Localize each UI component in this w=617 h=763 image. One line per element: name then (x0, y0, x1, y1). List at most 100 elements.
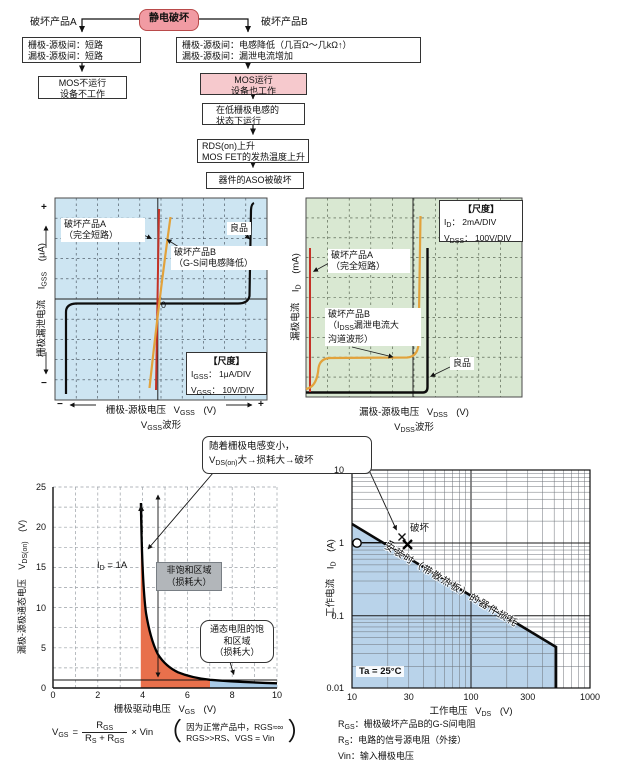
fraction: RGS RS + RGS (82, 720, 128, 745)
tick-label: 30 (403, 692, 414, 702)
val: ： 10V/DIV (211, 385, 254, 395)
tick-label: 20 (35, 522, 46, 533)
label-line: 通态电阻的饱 (209, 624, 264, 634)
sub: D (295, 284, 303, 290)
tick-label: 25 (35, 482, 46, 492)
sub: GSS (41, 271, 49, 287)
scope-right-product-b-label: 破坏产品B （IDSS漏泄电流大 沟道波形） (325, 308, 421, 346)
denominator: RS + RGS (82, 733, 127, 745)
sym: R (107, 733, 115, 744)
close-paren: ） (287, 718, 313, 746)
aso-log-grid (352, 470, 590, 688)
text: 漏泄电流大 (353, 320, 399, 330)
unsaturated-region-fill (140, 506, 210, 688)
label-line: 破坏产品B (328, 309, 371, 319)
tick-label: 4 (140, 690, 146, 700)
unsaturated-region-label: 非饱和区域 （损耗大） (156, 562, 222, 591)
scope-right-waveform-label: VDSS波形 (306, 419, 522, 434)
sym: I (36, 286, 48, 290)
aso-y-axis-label: 工作电流 ID (A) (323, 539, 338, 617)
box-b2: MOS运行 设备也工作 (200, 73, 307, 96)
sub: D (330, 561, 338, 567)
damage-x-marks (398, 533, 413, 550)
label-line: （G-S间电感降低） (174, 258, 254, 268)
val: ： 100V/DIV (464, 233, 512, 243)
sym: V (191, 385, 197, 395)
sub: GS (344, 724, 355, 731)
vdson-x-axis-label: 栅极驱动电压 VGS (V) (53, 701, 277, 716)
legend-row: RS：电路的信号源电阻（外接） (338, 734, 476, 750)
sub: GSS (196, 390, 212, 397)
box-b4-line2: MOS FET的发热温度上升 (202, 152, 305, 162)
branch-b-label: 破坏产品B (261, 17, 308, 28)
callout-line2: VDS(on)大→损耗大→破坏 (209, 454, 365, 471)
sub: DSS (433, 412, 448, 419)
sub: DS (481, 711, 492, 718)
label-line: 破坏产品A (64, 219, 107, 229)
scope-left-good-label: 良品 (227, 222, 252, 235)
label-line: （完全短路） (331, 261, 386, 271)
sub: D (446, 221, 452, 229)
connector-esd-to-b (197, 18, 251, 33)
vdson-curve (139, 502, 278, 685)
damage-label: 破坏 (410, 523, 430, 534)
sym: V (140, 420, 148, 431)
val: = 1A (104, 560, 128, 571)
scope-right-annotation-arrows (313, 262, 451, 377)
sym: V (178, 704, 185, 715)
tick-label: 300 (520, 692, 536, 702)
scale-line: IGSS： 1μA/DIV (191, 368, 262, 385)
text: ：栅极破坏产品B的G-S间电阻 (354, 719, 476, 729)
label-line: （完全短路） (64, 230, 119, 240)
product-a-trace (155, 208, 160, 391)
legend-row: Vin：输入栅极电压 (338, 750, 476, 763)
vdson-y-axis-label: 漏极-源极通态电压 VDS(on) (V) (15, 520, 29, 654)
product-b-trace (305, 215, 422, 391)
sub: GS (184, 709, 195, 716)
vgs-formula: VGS = RGS RS + RGS × Vin （ 因为正常产品中，RGS≈∞… (52, 718, 313, 746)
scope-left-waveform-label: VGSS波形 (55, 417, 267, 432)
sym: R (85, 733, 92, 744)
equals: = (72, 727, 79, 738)
sym: V (173, 405, 181, 416)
text: 波形 (162, 420, 182, 431)
scope-left-product-b-label: 破坏产品B （G-S间电感降低） (171, 246, 275, 270)
tick-label: 10 (271, 690, 282, 700)
sym: V (209, 454, 216, 466)
tick-label: 15 (35, 562, 46, 573)
tick-label: 6 (184, 690, 190, 700)
scope-right-x-axis-label: 漏极-源极电压 VDSS (V) (306, 404, 522, 419)
y-label-text: 栅极漏泄电流 (36, 299, 48, 357)
text: ：输入栅极电压 (350, 751, 414, 761)
esd-damage-root-box: 静电破坏 (139, 9, 199, 31)
tick-label: 0.01 (326, 683, 344, 694)
y-label-text: 漏极电流 (290, 302, 302, 341)
scale-line: VGSS： 10V/DIV (191, 384, 262, 401)
tick-label: 100 (463, 692, 479, 702)
scale-line: VDSS： 100V/DIV (444, 232, 518, 249)
note-line: 因为正常产品中，RGS≈∞ (186, 721, 284, 732)
text: 波形 (414, 422, 434, 433)
tick-label: 1000 (579, 692, 601, 702)
sub: DSS (400, 427, 415, 434)
x-label-text: 工作电压 (429, 706, 468, 717)
aso-chart (351, 469, 591, 689)
sub: GSS (180, 410, 195, 417)
y-label-text: 漏极-源极通态电压 (17, 579, 27, 655)
label-line: 和区域 (223, 635, 251, 646)
unit: (V) (456, 407, 469, 418)
scope-right-y-axis-label: 漏极电流 ID (mA) (288, 253, 303, 341)
sub: D (99, 565, 105, 572)
label-line: 非饱和区域 (166, 565, 212, 575)
unit: (V) (17, 519, 27, 532)
flowchart-connectors (79, 18, 256, 168)
box-b4-line1: RDS(on)上升 (202, 141, 256, 151)
scope-right-product-a-label: 破坏产品A （完全短路） (328, 249, 410, 273)
unit: (μA) (36, 243, 48, 262)
sym: R (338, 735, 345, 745)
sym: Vin (338, 751, 351, 761)
good-product-trace (306, 248, 429, 394)
sym: R (338, 719, 345, 729)
sub: S (344, 740, 350, 747)
tick-label: 0 (40, 683, 46, 693)
